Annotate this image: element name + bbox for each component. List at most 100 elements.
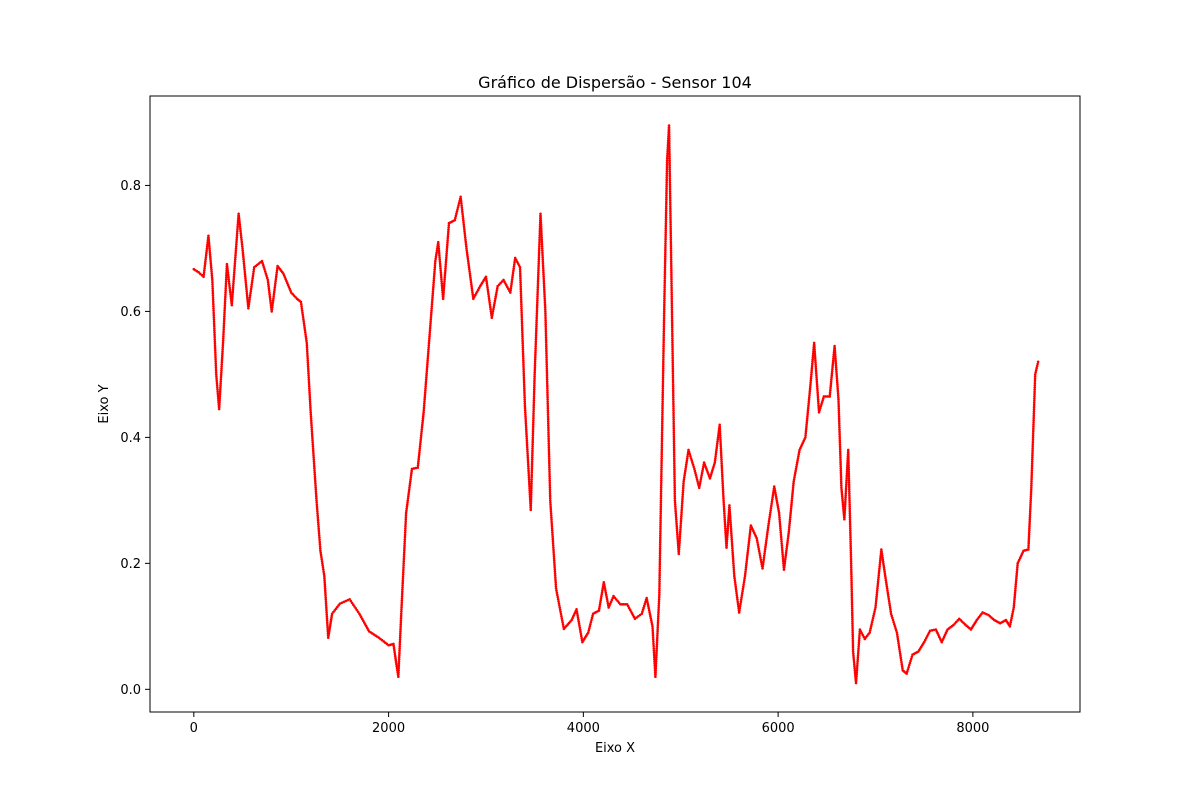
scatter-point [544,340,548,344]
scatter-point [1036,360,1040,364]
scatter-point [843,511,846,515]
scatter-point [664,224,668,228]
scatter-point [212,307,215,310]
scatter-point [820,403,823,406]
scatter-point [805,419,809,422]
scatter-point [236,223,240,226]
scatter-point [528,482,531,486]
scatter-point [1032,410,1036,413]
scatter-point [550,522,554,526]
scatter-point [783,564,786,567]
scatter-point [673,470,676,474]
scatter-point [400,603,403,607]
scatter-point [829,382,833,386]
scatter-point [817,404,820,407]
scatter-point [833,351,837,354]
scatter-point [664,235,667,239]
scatter-point [1015,572,1019,576]
scatter-point [758,551,761,555]
scatter-point [526,458,530,462]
scatter-point [723,524,727,528]
scatter-point [537,266,540,270]
scatter-point [227,282,231,285]
scatter-point [429,322,432,325]
scatter-point [674,511,678,515]
scatter-point [531,429,535,433]
scatter-point [657,608,660,612]
scatter-point [877,571,881,575]
scatter-point [536,292,539,296]
scatter-point [675,524,679,528]
scatter-point [816,397,820,401]
scatter-point [850,607,854,610]
scatter-point [233,262,237,266]
scatter-point [213,346,217,350]
scatter-point [669,209,672,213]
scatter-point [1033,377,1037,381]
scatter-point [527,469,530,473]
scatter-point [212,313,216,317]
scatter-point [210,270,213,273]
scatter-point [839,480,843,483]
scatter-point [767,524,770,527]
scatter-point [839,469,843,472]
scatter-point [539,227,543,231]
scatter-point [854,681,858,685]
scatter-point [314,494,318,498]
scatter-point [529,508,533,512]
scatter-point [731,551,734,554]
scatter-point [215,377,218,381]
scatter-point [588,627,591,630]
scatter-point [652,642,655,646]
scatter-point [661,395,665,399]
scatter-point [420,425,424,429]
scatter-point [549,503,552,506]
scatter-point [728,510,732,514]
scatter-point [807,396,811,399]
scatter-point [307,382,311,386]
scatter-point [512,263,516,266]
scatter-point [218,390,222,394]
scatter-point [529,504,533,507]
scatter-point [806,406,810,410]
scatter-point [852,660,856,664]
scatter-point [410,469,413,473]
scatter-point [395,662,398,666]
scatter-point [438,253,441,257]
scatter-point [664,218,668,221]
scatter-point [672,459,676,463]
scatter-point [522,374,526,377]
scatter-point [546,391,549,395]
scatter-point [271,303,274,307]
scatter-point [306,367,310,371]
scatter-point [445,250,449,253]
scatter-point [720,466,724,470]
scatter-point [222,326,226,329]
scatter-point [716,440,719,443]
scatter-point [493,301,496,305]
scatter-point [544,336,548,340]
scatter-point [884,576,887,580]
scatter-point [313,479,317,483]
scatter-point [680,502,684,505]
scatter-point [669,244,673,248]
scatter-point [673,466,676,469]
scatter-point [671,374,675,377]
scatter-point [211,298,215,301]
scatter-point [661,391,665,395]
scatter-point [519,279,522,282]
scatter-point [808,391,811,395]
scatter-point [423,402,426,405]
scatter-point [1032,405,1036,409]
scatter-point [661,371,665,375]
scatter-point [721,488,725,491]
scatter-point [685,459,689,462]
scatter-point [901,667,904,670]
scatter-point [829,386,832,390]
scatter-point [671,334,674,338]
scatter-point [545,376,549,379]
scatter-point [536,286,540,289]
scatter-point [672,418,675,421]
scatter-point [699,475,703,479]
scatter-point [542,286,546,289]
